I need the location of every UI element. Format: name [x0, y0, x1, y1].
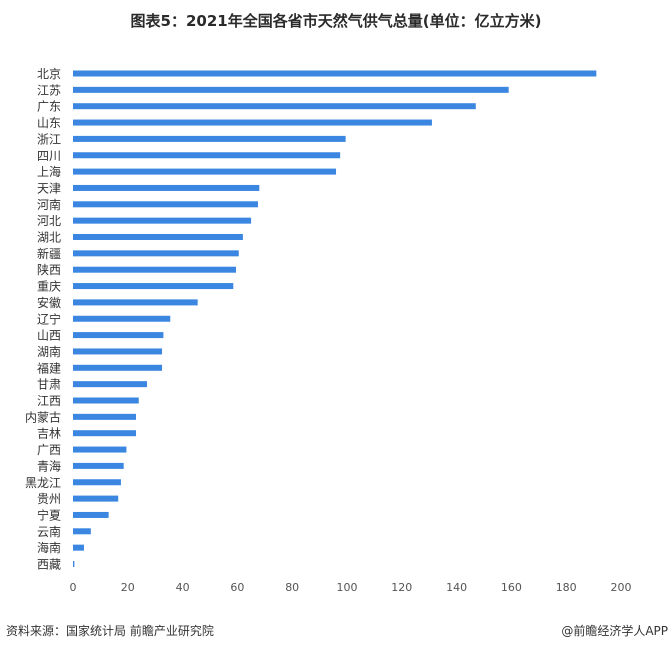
category-label: 上海	[37, 164, 61, 179]
bar	[73, 135, 346, 142]
x-tick-label: 60	[230, 581, 244, 594]
category-label: 内蒙古	[25, 409, 61, 424]
category-label: 四川	[37, 149, 61, 163]
category-label: 贵州	[37, 492, 61, 506]
bar	[73, 462, 124, 469]
category-label: 河北	[37, 214, 61, 228]
x-tick-label: 0	[70, 581, 77, 594]
bar	[73, 413, 137, 420]
x-tick-label: 200	[611, 581, 632, 594]
category-label: 福建	[37, 360, 61, 375]
bar	[73, 184, 260, 191]
x-tick-label: 180	[556, 581, 577, 594]
x-tick-label: 40	[176, 581, 190, 594]
category-label: 天津	[37, 181, 61, 195]
chart-title: 图表5：2021年全国各省市天然气供气总量(单位：亿立方米)	[130, 12, 542, 30]
category-label: 广东	[37, 100, 61, 114]
category-label: 江西	[37, 394, 61, 408]
x-tick-label: 100	[337, 581, 358, 594]
category-label: 吉林	[37, 427, 61, 441]
category-label: 云南	[37, 524, 61, 539]
category-label: 山东	[37, 116, 61, 130]
category-label: 湖北	[37, 230, 61, 245]
brand-label: @前瞻经济学人APP	[561, 624, 668, 638]
bar	[73, 528, 91, 535]
x-tick-label: 140	[446, 581, 467, 594]
bar	[73, 103, 476, 110]
bar	[73, 201, 258, 208]
category-label: 新疆	[37, 246, 61, 261]
bar	[73, 168, 337, 175]
bar	[73, 299, 198, 306]
x-tick-label: 120	[391, 581, 412, 594]
category-label: 北京	[37, 67, 61, 81]
bar	[73, 381, 147, 388]
bar	[73, 266, 237, 273]
category-label: 西藏	[37, 558, 61, 572]
category-label: 山西	[37, 329, 61, 343]
x-tick-label: 80	[285, 581, 299, 594]
bar	[73, 70, 597, 77]
bar	[73, 86, 509, 93]
x-tick-label: 20	[121, 581, 135, 594]
bar	[73, 511, 109, 518]
category-label: 安徽	[37, 295, 61, 310]
bar	[73, 479, 121, 486]
bar	[73, 234, 243, 240]
bar	[73, 315, 171, 322]
category-label: 海南	[37, 540, 61, 555]
category-label: 重庆	[37, 280, 61, 294]
bar	[73, 495, 119, 502]
bar	[73, 152, 341, 159]
bar	[73, 217, 252, 224]
category-label: 河南	[37, 197, 61, 212]
bar	[73, 397, 139, 404]
bar	[73, 430, 137, 437]
category-label: 浙江	[37, 132, 61, 146]
category-label: 江苏	[37, 83, 61, 97]
x-tick-label: 160	[501, 581, 522, 594]
bar	[73, 446, 127, 453]
category-label: 甘肃	[37, 378, 61, 392]
category-label: 青海	[37, 458, 61, 473]
source-note: 资料来源：国家统计局 前瞻产业研究院	[6, 624, 214, 638]
bar	[73, 544, 84, 551]
bar	[73, 364, 163, 371]
category-label: 广西	[37, 443, 61, 457]
bar	[73, 561, 75, 567]
bar	[73, 250, 239, 257]
category-label: 辽宁	[37, 311, 61, 326]
category-label: 湖南	[37, 344, 61, 359]
category-label: 陕西	[37, 262, 61, 277]
bar	[73, 119, 432, 126]
category-label: 黑龙江	[25, 476, 61, 490]
category-label: 宁夏	[37, 507, 61, 522]
bar	[73, 283, 234, 290]
bar	[73, 332, 164, 339]
bar	[73, 348, 163, 355]
